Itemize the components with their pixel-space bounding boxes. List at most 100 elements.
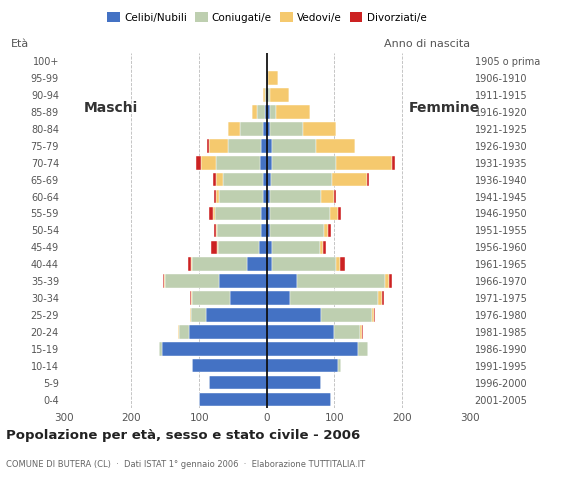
Bar (267, 359, 338, 372)
Bar (227, 122, 240, 136)
Bar (262, 139, 267, 153)
Bar (389, 275, 392, 288)
Bar (267, 240, 272, 254)
Bar (324, 224, 328, 237)
Bar (267, 224, 270, 237)
Bar (321, 190, 335, 204)
Bar (267, 156, 272, 169)
Bar (191, 257, 193, 271)
Bar (270, 224, 324, 237)
Bar (191, 291, 193, 305)
Bar (291, 291, 379, 305)
Bar (218, 224, 262, 237)
Bar (188, 257, 191, 271)
Bar (265, 88, 267, 102)
Bar (316, 139, 355, 153)
Bar (267, 88, 268, 102)
Bar (267, 207, 270, 220)
Bar (190, 308, 191, 322)
Bar (211, 240, 217, 254)
Bar (216, 156, 260, 169)
Bar (190, 291, 191, 305)
Bar (379, 291, 382, 305)
Bar (263, 190, 267, 204)
Bar (209, 207, 213, 220)
Bar (276, 105, 310, 119)
Bar (252, 105, 258, 119)
Bar (268, 72, 278, 85)
Bar (206, 139, 209, 153)
Bar (216, 190, 219, 204)
Text: Anno di nascita: Anno di nascita (384, 39, 470, 49)
Bar (219, 190, 263, 204)
Bar (217, 240, 218, 254)
Bar (303, 122, 336, 136)
Bar (328, 224, 331, 237)
Bar (162, 275, 164, 288)
Bar (267, 72, 268, 85)
Bar (260, 156, 267, 169)
Bar (392, 156, 396, 169)
Bar (267, 257, 272, 271)
Bar (385, 275, 389, 288)
Bar (201, 156, 216, 169)
Bar (372, 308, 374, 322)
Bar (272, 156, 336, 169)
Bar (199, 393, 267, 406)
Bar (259, 240, 267, 254)
Bar (268, 88, 270, 102)
Bar (267, 139, 271, 153)
Bar (193, 291, 230, 305)
Bar (216, 173, 223, 186)
Text: COMUNE DI BUTERA (CL)  ·  Dati ISTAT 1° gennaio 2006  ·  Elaborazione TUTTITALIA: COMUNE DI BUTERA (CL) · Dati ISTAT 1° ge… (6, 459, 365, 468)
Bar (321, 308, 372, 322)
Bar (267, 190, 270, 204)
Text: Femmine: Femmine (409, 101, 480, 115)
Text: Età: Età (11, 39, 29, 49)
Bar (272, 257, 336, 271)
Bar (209, 139, 227, 153)
Bar (271, 173, 332, 186)
Bar (193, 257, 246, 271)
Bar (270, 88, 289, 102)
Bar (267, 376, 321, 389)
Bar (336, 156, 392, 169)
Bar (360, 325, 361, 339)
Bar (262, 224, 267, 237)
Bar (320, 240, 323, 254)
Bar (335, 325, 360, 339)
Bar (338, 207, 341, 220)
Bar (263, 122, 267, 136)
Bar (263, 88, 265, 102)
Bar (297, 275, 385, 288)
Bar (162, 342, 267, 356)
Bar (218, 240, 259, 254)
Bar (340, 257, 345, 271)
Bar (262, 207, 267, 220)
Bar (191, 308, 206, 322)
Bar (178, 325, 179, 339)
Bar (267, 122, 270, 136)
Bar (164, 275, 165, 288)
Bar (165, 275, 219, 288)
Bar (213, 173, 216, 186)
Bar (246, 257, 267, 271)
Bar (272, 240, 320, 254)
Bar (196, 156, 201, 169)
Bar (267, 325, 335, 339)
Bar (240, 122, 263, 136)
Bar (214, 224, 216, 237)
Bar (193, 359, 267, 372)
Bar (267, 173, 271, 186)
Bar (158, 342, 162, 356)
Bar (189, 325, 267, 339)
Text: Popolazione per età, sesso e stato civile - 2006: Popolazione per età, sesso e stato civil… (6, 429, 360, 442)
Bar (267, 342, 358, 356)
Bar (209, 376, 267, 389)
Bar (206, 308, 267, 322)
Bar (215, 207, 262, 220)
Bar (271, 139, 316, 153)
Bar (267, 275, 297, 288)
Bar (267, 105, 270, 119)
Bar (270, 122, 303, 136)
